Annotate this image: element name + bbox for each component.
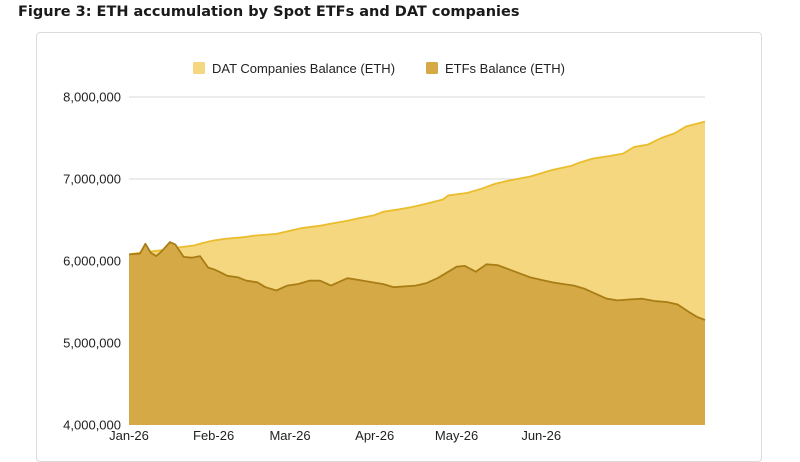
x-tick-label: Jan-26 <box>109 428 149 443</box>
legend-swatch <box>193 62 205 74</box>
y-tick-label: 8,000,000 <box>63 90 121 105</box>
series-areas <box>128 120 706 425</box>
y-axis: 4,000,000 5,000,000 6,000,000 7,000,000 8,00… <box>63 90 121 433</box>
legend-label: ETFs Balance (ETH) <box>445 61 565 76</box>
legend-swatch <box>426 62 438 74</box>
figure-title: Figure 3: ETH accumulation by Spot ETFs … <box>18 4 520 20</box>
y-tick-label: 6,000,000 <box>63 254 121 269</box>
legend-label: DAT Companies Balance (ETH) <box>212 61 395 76</box>
y-tick-label: 5,000,000 <box>63 336 121 351</box>
series-area <box>129 242 705 425</box>
x-tick-label: Mar-26 <box>269 428 310 443</box>
series-line <box>128 120 706 256</box>
eth-accumulation-chart: 4,000,000 5,000,000 6,000,000 7,000,000 8,00… <box>63 61 706 443</box>
x-tick-label: Feb-26 <box>193 428 234 443</box>
x-tick-label: May-26 <box>435 428 478 443</box>
y-tick-label: 7,000,000 <box>63 172 121 187</box>
x-axis: Jan-26 Feb-26 Mar-26 Apr-26 May-26 Jun-26 <box>109 428 561 443</box>
y-tick-label: 4,000,000 <box>63 418 121 433</box>
legend: DAT Companies Balance (ETH) ETFs Balance … <box>193 61 565 76</box>
x-tick-label: Apr-26 <box>355 428 394 443</box>
chart-card: 4,000,000 5,000,000 6,000,000 7,000,000 8,00… <box>36 32 762 462</box>
x-tick-label: Jun-26 <box>521 428 561 443</box>
series-line <box>128 241 706 321</box>
